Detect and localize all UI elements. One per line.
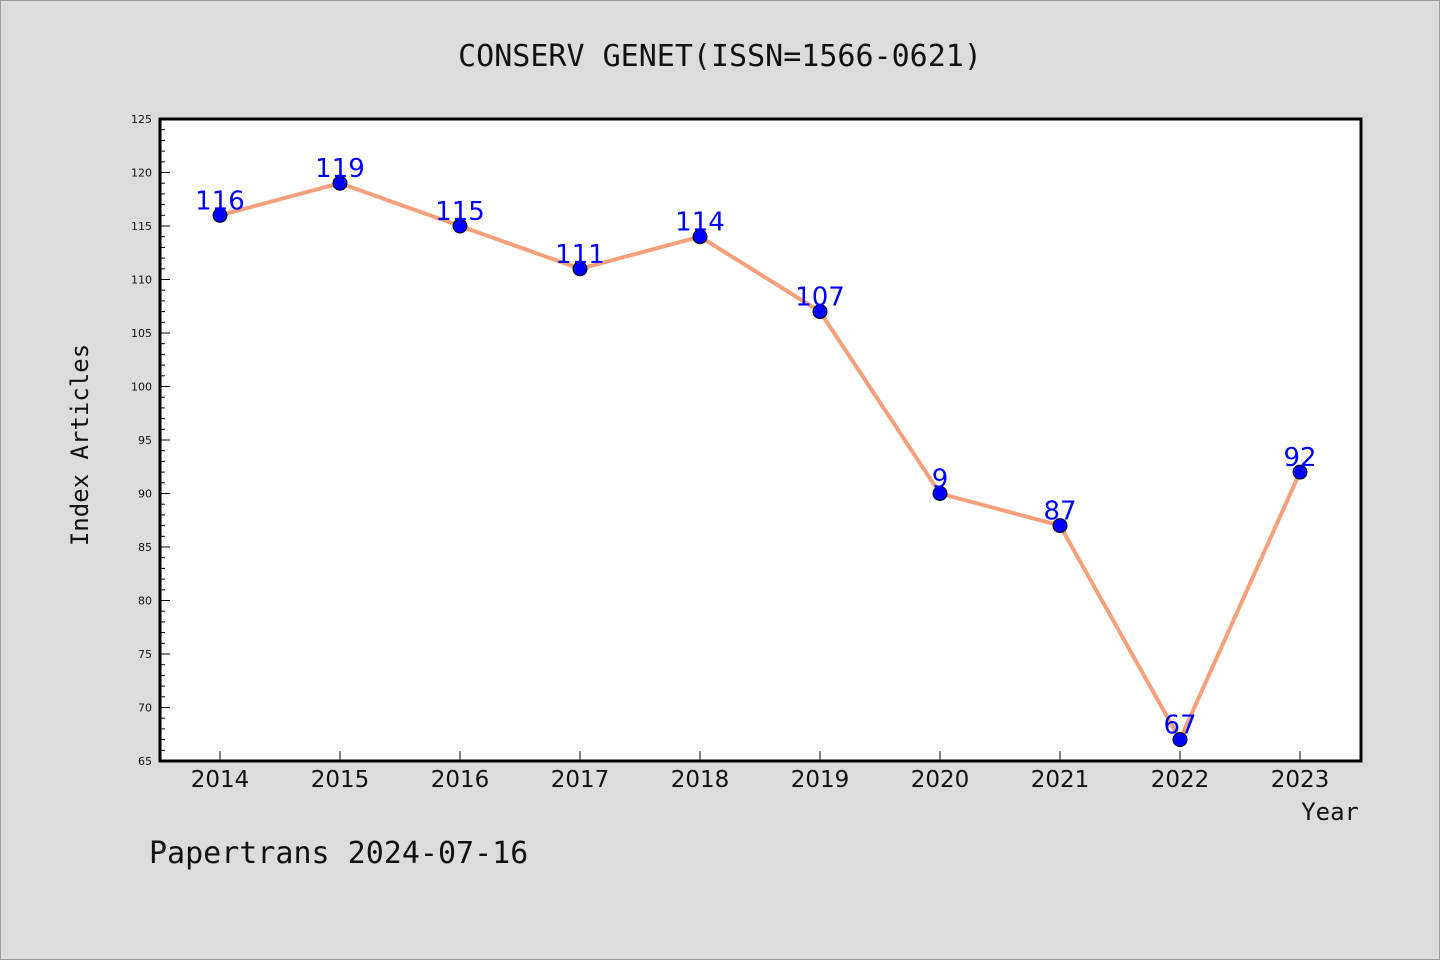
y-axis: 65 70 75 80 85 90 95 100 105 110 115 120 125 [131,113,170,768]
x-tick-label: 2023 [1271,767,1330,793]
y-tick-label: 120 [131,167,152,180]
y-tick-label: 85 [138,541,152,554]
y-tick-label: 65 [138,755,152,768]
plot-area [158,117,1363,763]
data-point [332,175,348,191]
x-tick-label: 2014 [191,767,250,793]
data-label: 119 [315,154,365,184]
y-tick-label: 80 [138,595,152,608]
data-point [1292,464,1308,480]
data-point [1172,732,1188,748]
x-tick-label: 2022 [1151,767,1210,793]
x-tick-label: 2017 [551,767,610,793]
chart-title: CONSERV GENET(ISSN=1566-0621) [458,39,982,74]
data-point [452,218,468,234]
y-tick-label: 105 [131,327,152,340]
data-point [812,304,828,320]
series-line-group [219,181,1302,742]
y-tick-label: 100 [131,381,152,394]
data-point [1052,518,1068,534]
series-line [219,181,1302,742]
data-points [212,175,1308,748]
y-tick-label: 115 [131,220,152,233]
y-tick-label: 90 [138,488,152,501]
x-tick-label: 2020 [911,767,970,793]
footer-date: Papertrans 2024-07-16 [149,836,528,871]
x-axis: 2014 2015 2016 2017 2018 2019 2020 2021 2022 2023 [191,751,1330,793]
y-tick-label: 70 [138,702,152,715]
x-tick-label: 2015 [311,767,370,793]
x-tick-label: 2019 [791,767,850,793]
data-label: 116 [195,186,245,216]
data-label: 67 [1163,711,1196,741]
data-label: 107 [795,283,845,313]
data-label: 9 [932,465,949,495]
data-label: 111 [555,240,605,270]
y-tick-label: 75 [138,648,152,661]
y-tick-label: 95 [138,434,152,447]
y-tick-label: 125 [131,113,152,126]
data-label: 87 [1043,497,1076,527]
x-tick-label: 2016 [431,767,490,793]
y-axis-title: Index Articles [66,344,94,546]
data-point [692,229,708,245]
x-tick-label: 2018 [671,767,730,793]
x-tick-label: 2021 [1031,767,1090,793]
data-point [212,207,228,223]
x-axis-title: Year [1301,798,1359,826]
data-label: 114 [675,208,725,238]
data-labels: 116 119 115 111 114 107 9 87 67 92 [195,154,1316,740]
data-point [932,486,948,501]
data-label: 92 [1283,443,1316,473]
y-tick-label: 110 [131,274,152,287]
data-label: 115 [435,197,485,227]
data-point [572,261,588,277]
